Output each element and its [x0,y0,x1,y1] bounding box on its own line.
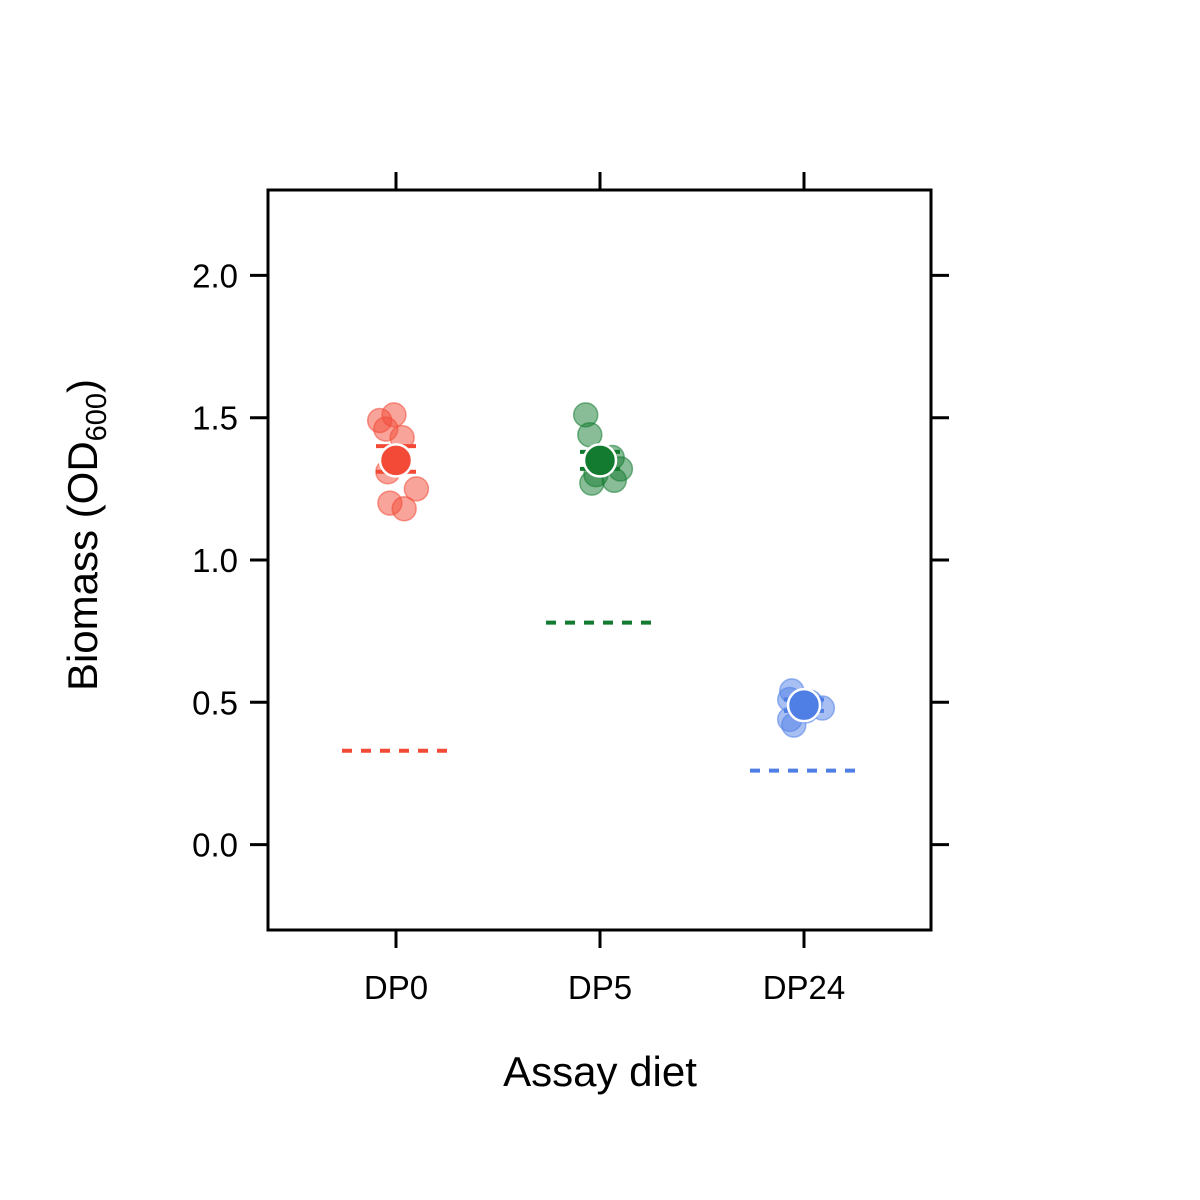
data-point [403,476,430,502]
x-tick-label: DP5 [568,969,632,1006]
y-tick-label: 1.5 [192,400,238,437]
y-axis-label-close: ) [59,379,106,393]
x-axis-label: Assay diet [503,1048,697,1095]
plot-frame [266,188,933,932]
y-tick-label: 0.5 [192,684,238,721]
mean-markers [376,443,824,723]
tick-labels: 0.0 0.5 1.0 1.5 2.0 DP0 DP5 DP24 [192,257,845,1006]
x-tick-label: DP0 [364,969,428,1006]
y-tick-label: 0.0 [192,827,238,864]
y-tick-label: 1.0 [192,542,238,579]
data-point [391,496,417,522]
y-tick-label: 2.0 [192,257,238,294]
y-axis-label-main: Biomass (OD [59,441,106,691]
mean-marker [786,687,822,723]
y-axis-label: Biomass (OD600) [59,379,113,691]
data-point [577,422,603,448]
mean-marker [582,443,618,478]
axis-ticks [250,172,949,948]
y-axis-label-subscript: 600 [81,393,113,441]
mean-marker [378,443,414,478]
x-tick-label: DP24 [763,969,846,1006]
